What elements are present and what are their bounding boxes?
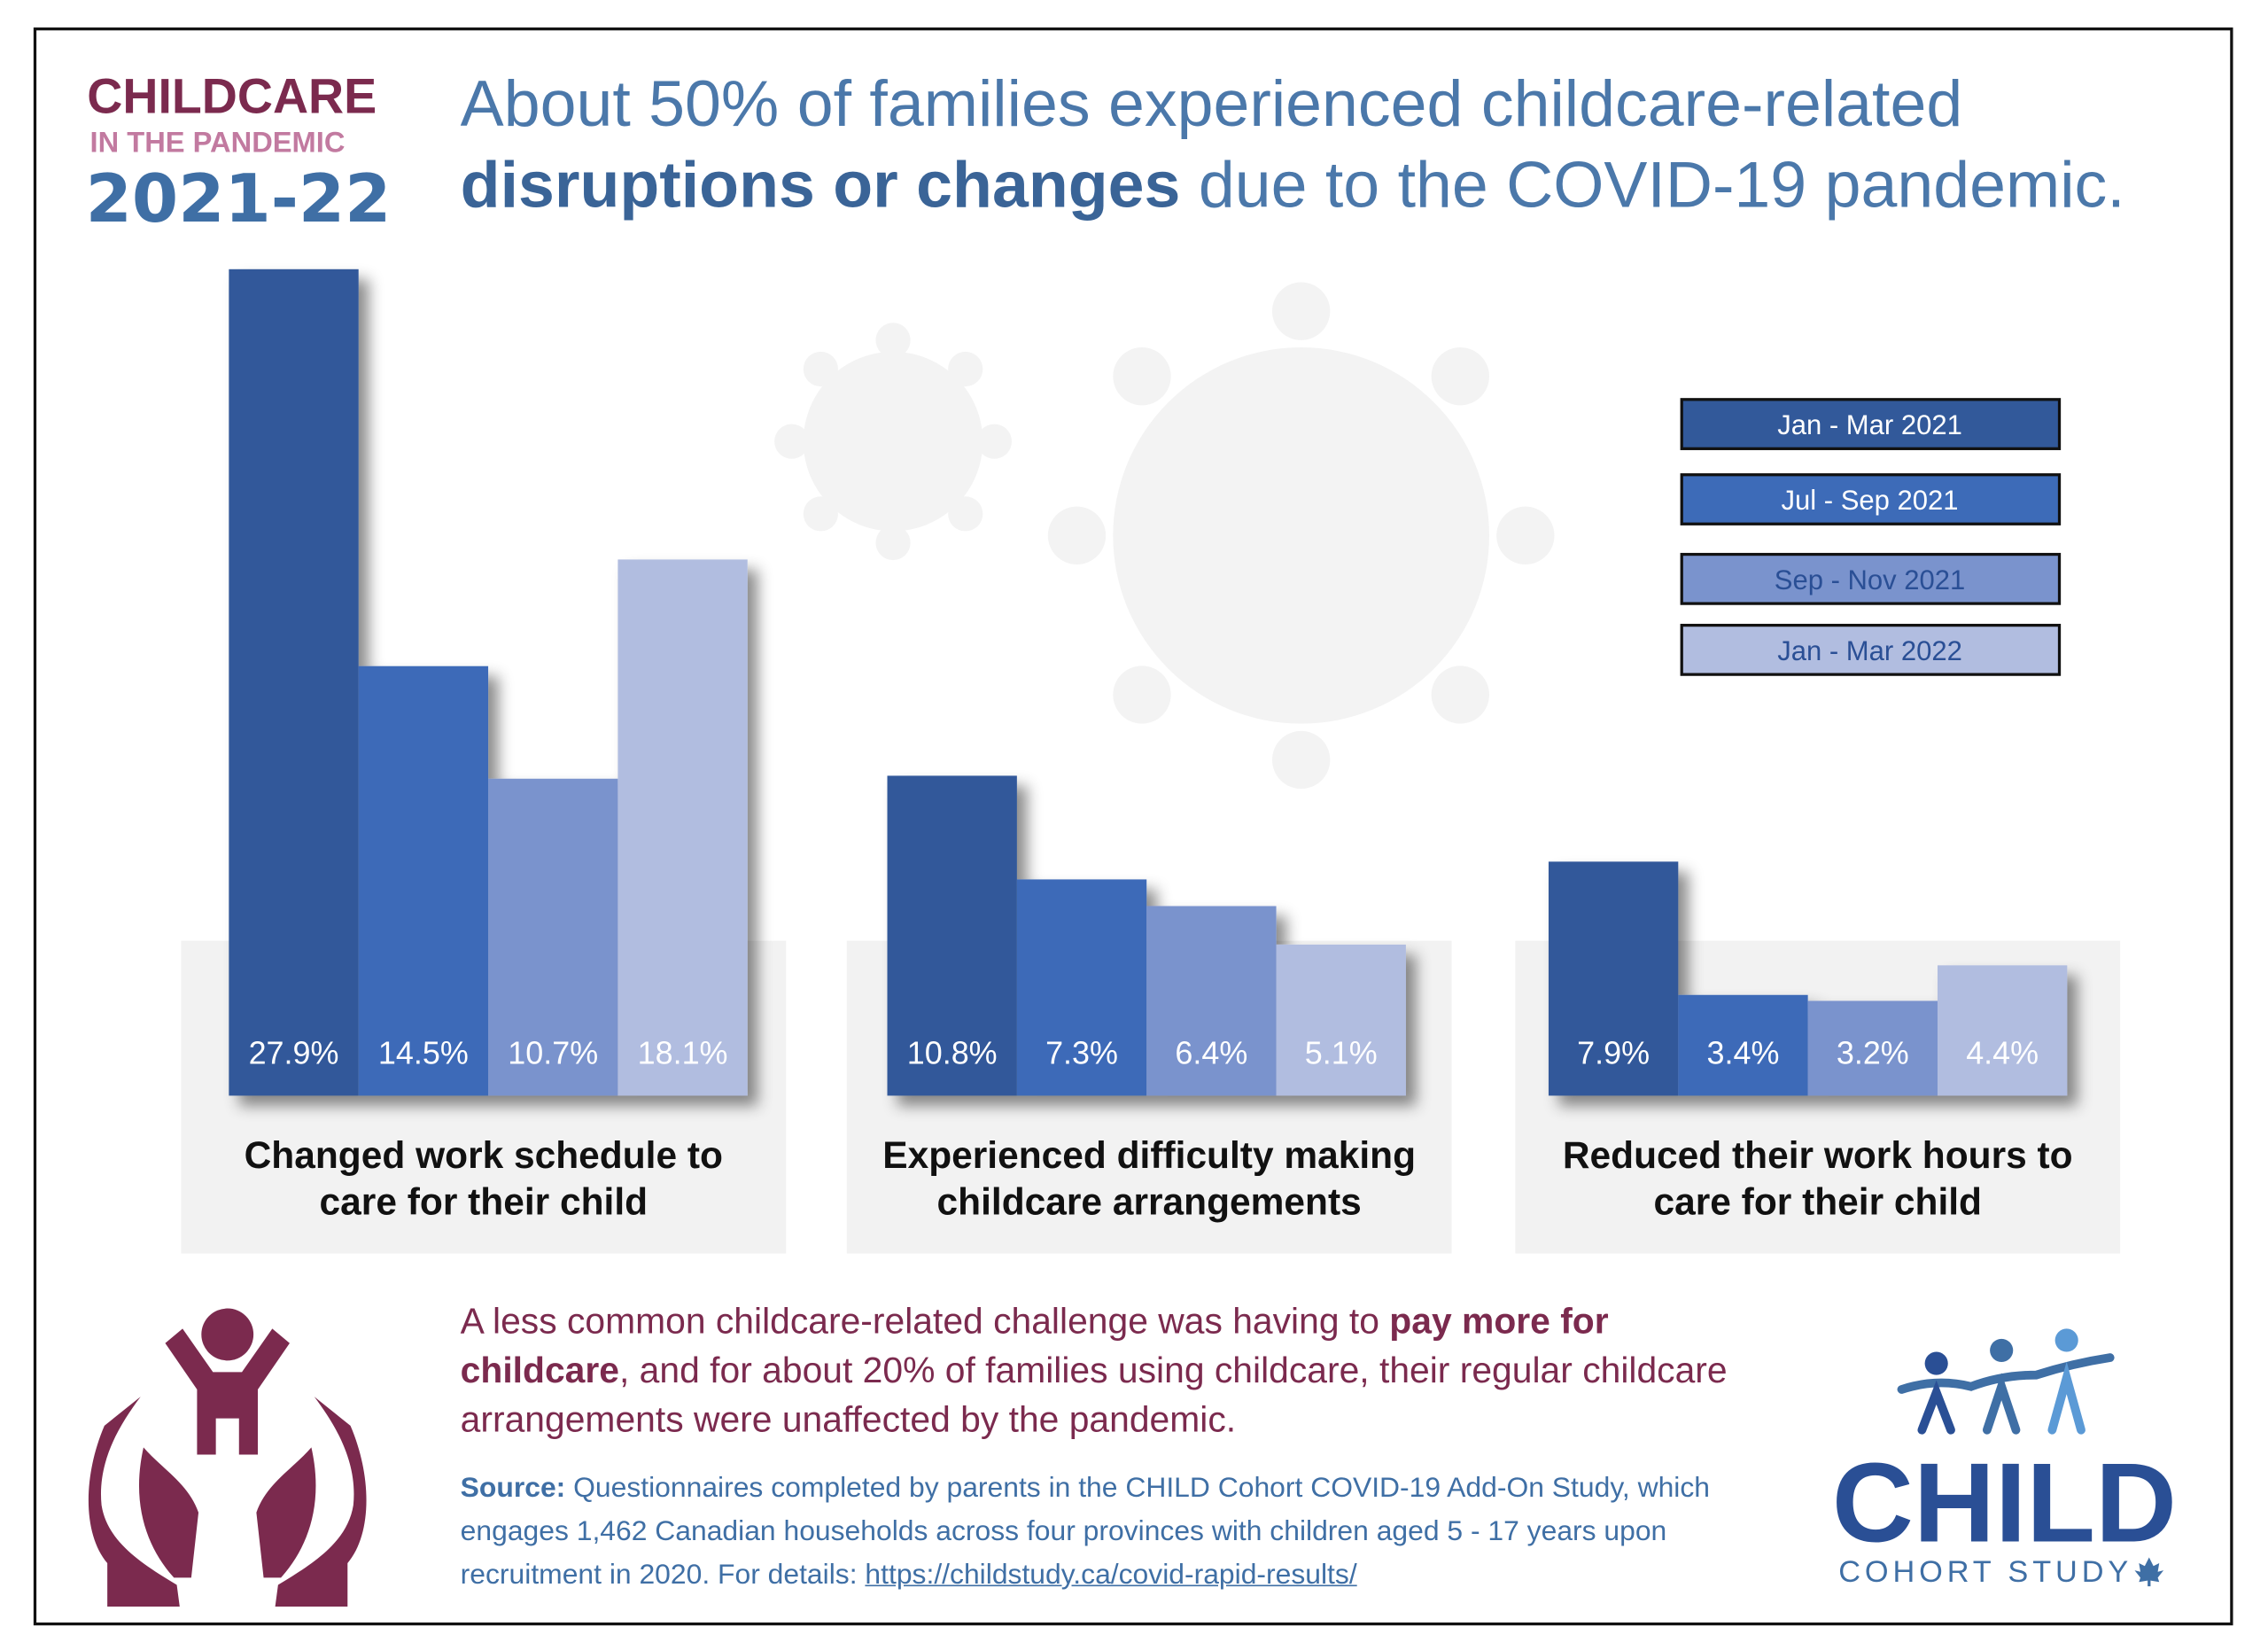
category-label: Experienced difficulty making childcare …	[882, 1132, 1417, 1224]
bar	[1807, 1000, 1938, 1096]
child-icon	[88, 1308, 367, 1607]
bar	[488, 778, 618, 1096]
bar	[887, 775, 1017, 1096]
brand-name: CHILD	[1832, 1440, 2177, 1566]
value-label: 7.9%	[1577, 1035, 1650, 1071]
legend-label: Jan - Mar 2021	[1777, 409, 1962, 440]
bar	[1937, 965, 2068, 1096]
headline-bold: disruptions or changes	[460, 147, 1181, 222]
legend-label: Jan - Mar 2022	[1777, 635, 1962, 666]
bar	[1678, 994, 1808, 1096]
bar	[1146, 906, 1277, 1096]
source-box: Source: Questionnaires completed by pare…	[461, 1467, 1749, 1597]
headline: About 50% of families experienced childc…	[461, 64, 2241, 226]
legend-swatch	[1680, 398, 2062, 450]
note-box: A less common childcare-related challeng…	[461, 1296, 1763, 1444]
bar	[1016, 879, 1147, 1096]
chart: Changed work schedule to care for their …	[181, 269, 2121, 1254]
category-label-box: Reduced their work hours to care for the…	[1562, 1132, 2073, 1224]
source-text: Questionnaires completed by parents in t…	[460, 1472, 1711, 1592]
category-label-box: Changed work schedule to care for their …	[244, 1132, 723, 1224]
logo-line3: 2021-22	[86, 160, 392, 237]
bar	[1276, 944, 1406, 1096]
logo-line2: IN THE PANDEMIC	[90, 126, 346, 159]
category-label-box: Experienced difficulty making childcare …	[882, 1132, 1417, 1224]
note-run: , and for about 20% of families using ch…	[460, 1350, 1728, 1441]
value-label: 5.1%	[1305, 1035, 1378, 1071]
legend-swatch	[1680, 623, 2062, 676]
bar	[229, 269, 359, 1096]
legend-label: Sep - Nov 2021	[1775, 564, 1966, 595]
value-label: 18.1%	[638, 1035, 728, 1071]
value-label: 3.4%	[1707, 1035, 1780, 1071]
bar	[617, 559, 748, 1096]
headline-run: About 50% of families experienced childc…	[460, 66, 1963, 141]
headline-box: About 50% of families experienced childc…	[461, 64, 2241, 226]
source: Source: Questionnaires completed by pare…	[461, 1467, 1749, 1597]
headline-run: due to the COVID-19 pandemic.	[1180, 147, 2125, 222]
logo-line1: CHILDCARE	[87, 68, 377, 123]
brand-figures	[1897, 1328, 2115, 1435]
value-label: 6.4%	[1175, 1035, 1247, 1071]
value-label: 10.8%	[907, 1035, 998, 1071]
legend-swatch	[1680, 473, 2062, 525]
value-label: 27.9%	[249, 1035, 339, 1071]
bar	[1548, 861, 1679, 1096]
value-label: 7.3%	[1045, 1035, 1118, 1071]
value-label: 14.5%	[378, 1035, 469, 1071]
maple-leaf	[2134, 1557, 2164, 1587]
category-label: Changed work schedule to care for their …	[244, 1132, 723, 1224]
bar	[358, 665, 489, 1096]
virus-decor	[774, 282, 1555, 790]
value-label: 10.7%	[508, 1035, 598, 1071]
source-link[interactable]: https://childstudy.ca/covid-rapid-result…	[865, 1559, 1357, 1592]
value-label: 4.4%	[1966, 1035, 2039, 1071]
source-label: Source:	[460, 1472, 566, 1505]
brand-subtitle: COHORT STUDY	[1838, 1555, 2132, 1589]
note: A less common childcare-related challeng…	[461, 1296, 1763, 1444]
note-run: A less common childcare-related challeng…	[460, 1301, 1390, 1343]
legend-swatch	[1680, 552, 2062, 605]
bars	[229, 269, 2068, 1096]
note-bold: pay more for childcare	[460, 1301, 1609, 1391]
category-label: Reduced their work hours to care for the…	[1562, 1132, 2073, 1224]
legend-label: Jul - Sep 2021	[1782, 485, 1959, 516]
value-label: 3.2%	[1837, 1035, 1909, 1071]
